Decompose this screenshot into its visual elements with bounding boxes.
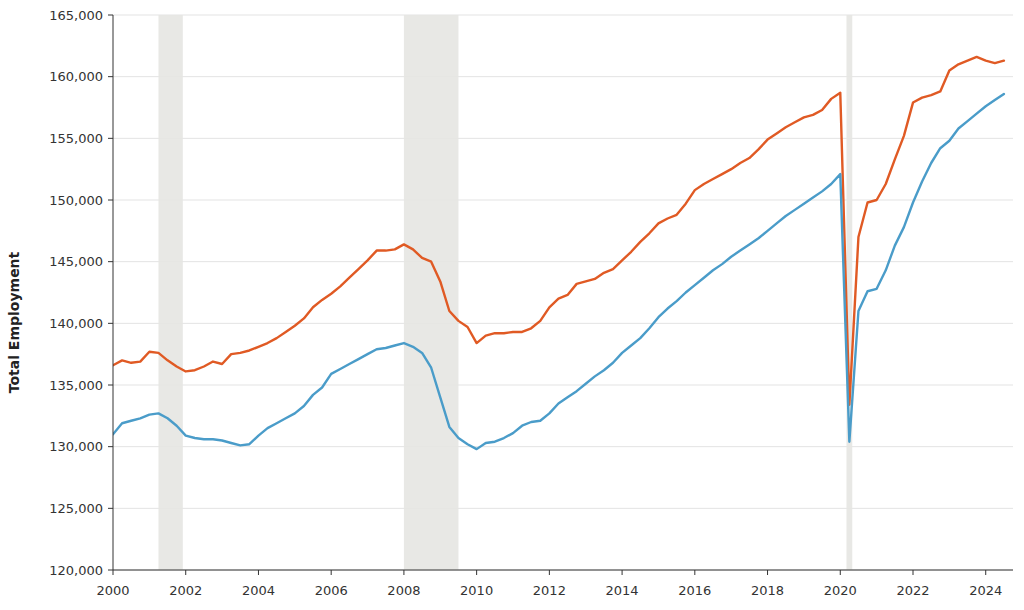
x-tick (985, 570, 986, 575)
axes: 120,000 125,000 130,000 135,000 140,000 145,0… (49, 8, 1013, 599)
x-tick (622, 570, 623, 575)
y-tick (108, 138, 113, 139)
grid-line (113, 446, 1013, 447)
y-tick (108, 15, 113, 16)
x-tick-label: 2000 (96, 583, 129, 598)
x-tick (331, 570, 332, 575)
x-tick-label: 2016 (678, 583, 711, 598)
x-tick (913, 570, 914, 575)
grid-line (113, 15, 1013, 16)
x-tick-label: 2004 (242, 583, 275, 598)
y-axis-title: Total Employment (6, 251, 22, 393)
y-tick (108, 76, 113, 77)
x-tick (840, 570, 841, 575)
y-tick (108, 200, 113, 201)
shaded-period (404, 15, 459, 570)
y-tick-label: 165,000 (49, 8, 103, 23)
y-tick-label: 160,000 (49, 69, 103, 84)
grid-line (113, 138, 1013, 139)
shaded-period (846, 15, 852, 570)
grid-line (113, 76, 1013, 77)
y-tick (108, 323, 113, 324)
plot-area (113, 15, 1004, 570)
y-tick-label: 125,000 (49, 501, 103, 516)
x-axis-line (113, 570, 1013, 571)
series-line (113, 57, 1004, 405)
series-line (113, 94, 1004, 449)
grid-line (113, 508, 1013, 509)
x-tick-label: 2006 (315, 583, 348, 598)
x-tick-label: 2008 (387, 583, 420, 598)
chart: 120,000 125,000 130,000 135,000 140,000 145,0… (0, 0, 1024, 610)
x-tick (476, 570, 477, 575)
x-tick-label: 2024 (969, 583, 1002, 598)
shaded-period (158, 15, 182, 570)
y-tick-label: 145,000 (49, 254, 103, 269)
x-tick-label: 2020 (824, 583, 857, 598)
x-tick (403, 570, 404, 575)
y-tick-label: 150,000 (49, 193, 103, 208)
x-tick-label: 2012 (533, 583, 566, 598)
grid-line (113, 385, 1013, 386)
x-tick (113, 570, 114, 575)
x-tick-label: 2010 (460, 583, 493, 598)
y-tick (108, 570, 113, 571)
y-tick-label: 135,000 (49, 378, 103, 393)
x-tick-label: 2014 (606, 583, 639, 598)
y-tick (108, 385, 113, 386)
grid-line (113, 323, 1013, 324)
y-tick-label: 120,000 (49, 563, 103, 578)
y-tick (108, 508, 113, 509)
x-tick (694, 570, 695, 575)
x-tick (258, 570, 259, 575)
grid-line (113, 570, 1013, 571)
y-tick (108, 261, 113, 262)
grid (113, 15, 1013, 570)
y-axis-line (113, 15, 114, 570)
x-tick (185, 570, 186, 575)
x-tick-label: 2022 (896, 583, 929, 598)
y-tick-label: 130,000 (49, 439, 103, 454)
y-tick-label: 140,000 (49, 316, 103, 331)
y-tick (108, 446, 113, 447)
x-tick (767, 570, 768, 575)
x-tick (549, 570, 550, 575)
x-tick-label: 2018 (751, 583, 784, 598)
x-tick-label: 2002 (169, 583, 202, 598)
grid-line (113, 261, 1013, 262)
y-tick-label: 155,000 (49, 131, 103, 146)
